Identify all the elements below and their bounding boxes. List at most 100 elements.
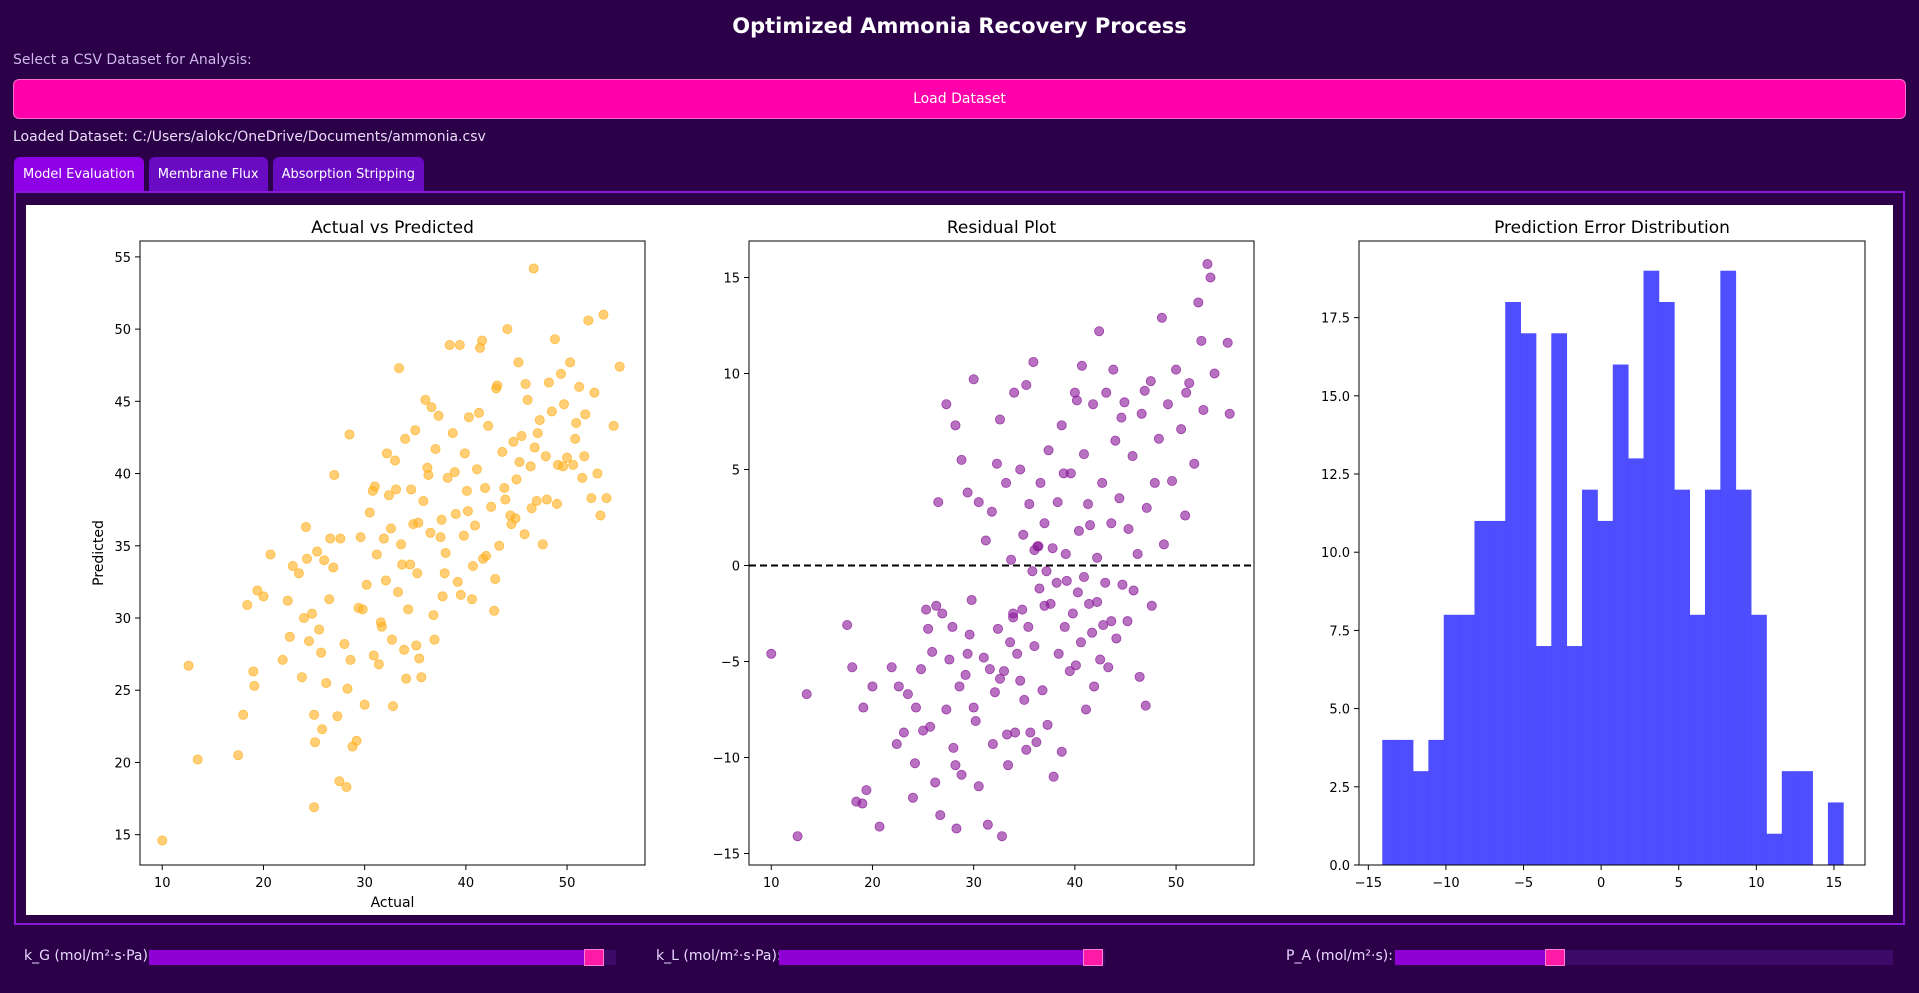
data-point: [1084, 598, 1095, 609]
data-point: [418, 495, 429, 506]
data-point: [1012, 648, 1023, 659]
data-point: [449, 467, 460, 478]
data-point: [1029, 545, 1040, 556]
x-tick-label: −10: [1432, 876, 1459, 891]
data-point: [1132, 548, 1143, 559]
data-point: [368, 650, 379, 661]
y-tick-label: 15: [114, 829, 131, 844]
data-point: [951, 823, 962, 834]
data-point: [361, 579, 372, 590]
kl-slider-thumb[interactable]: [1083, 949, 1103, 966]
data-point: [968, 702, 979, 713]
data-point: [1064, 666, 1075, 677]
chart-2: [744, 240, 1255, 870]
slider-label-kg: k_G (mol/m²·s·Pa):: [24, 948, 153, 964]
data-point: [472, 464, 483, 475]
histogram-bar: [1827, 802, 1844, 865]
data-point: [455, 589, 466, 600]
data-point: [1078, 571, 1089, 582]
x-tick-label: 50: [559, 876, 576, 891]
data-point: [583, 315, 594, 326]
histogram-bar: [1459, 614, 1475, 865]
kg-slider[interactable]: [149, 949, 616, 966]
tab-absorption-stripping[interactable]: Absorption Stripping: [272, 157, 425, 191]
app-title: Optimized Ammonia Recovery Process: [732, 14, 1187, 38]
data-point: [1017, 604, 1028, 615]
chart-title: Prediction Error Distribution: [1494, 218, 1730, 238]
data-point: [956, 454, 967, 465]
x-tick-label: 10: [763, 876, 780, 891]
data-point: [298, 612, 309, 623]
tab-model-evaluation[interactable]: Model Evaluation: [14, 157, 144, 191]
data-point: [469, 520, 480, 531]
data-point: [1128, 585, 1139, 596]
data-point: [513, 357, 524, 368]
slider-label-kl: k_L (mol/m²·s·Pa):: [656, 948, 782, 964]
data-point: [1021, 379, 1032, 390]
data-point: [1094, 326, 1105, 337]
data-point: [1171, 364, 1182, 375]
data-point: [571, 417, 582, 428]
data-point: [339, 638, 350, 649]
kl-slider[interactable]: [779, 949, 1105, 966]
tab-content-panel: 10 20 30 40 50 15 20 25 30 35 40 45 50 55 Actual vs Pr…: [14, 191, 1905, 925]
data-point: [1106, 616, 1117, 627]
pa-slider[interactable]: [1395, 949, 1893, 966]
data-point: [941, 399, 952, 410]
dataset-select-label: Select a CSV Dataset for Analysis:: [13, 52, 252, 68]
data-point: [1008, 608, 1019, 619]
data-point: [1087, 627, 1098, 638]
data-point: [444, 339, 455, 350]
pa-slider-thumb[interactable]: [1545, 949, 1565, 966]
data-point: [265, 549, 276, 560]
data-point: [589, 387, 600, 398]
histogram-bar: [1566, 646, 1583, 865]
data-point: [1076, 360, 1087, 371]
x-tick-label: 50: [1168, 876, 1185, 891]
x-tick-label: 40: [1067, 876, 1084, 891]
data-point: [371, 549, 382, 560]
data-point: [1205, 272, 1216, 283]
load-dataset-button[interactable]: Load Dataset: [13, 79, 1906, 119]
data-point: [401, 673, 412, 684]
histogram-bar: [1505, 301, 1521, 865]
data-point: [565, 357, 576, 368]
data-point: [1167, 475, 1178, 486]
data-point: [447, 428, 458, 439]
x-tick-label: 30: [965, 876, 982, 891]
tab-membrane-flux[interactable]: Membrane Flux: [148, 157, 268, 191]
data-point: [334, 776, 345, 787]
histogram-bar: [1413, 771, 1429, 865]
histogram-bar: [1520, 333, 1537, 865]
data-point: [1162, 399, 1173, 410]
data-point: [414, 653, 425, 664]
data-point: [580, 409, 591, 420]
data-point: [1100, 577, 1111, 588]
data-point: [364, 507, 375, 518]
data-point: [1180, 510, 1191, 521]
data-point: [950, 420, 961, 431]
data-point: [1061, 575, 1072, 586]
pa-slider-fill: [1395, 950, 1554, 965]
data-point: [1088, 399, 1099, 410]
data-point: [494, 540, 505, 551]
data-point: [242, 599, 253, 610]
data-point: [595, 510, 606, 521]
data-point: [1075, 637, 1086, 648]
data-point: [386, 634, 397, 645]
data-point: [1073, 525, 1084, 536]
data-point: [916, 664, 927, 675]
data-point: [1034, 583, 1045, 594]
data-point: [499, 482, 510, 493]
data-point: [546, 406, 557, 417]
data-point: [1097, 477, 1108, 488]
data-point: [1085, 520, 1096, 531]
chart-title: Residual Plot: [947, 218, 1057, 238]
data-point: [1056, 746, 1067, 757]
y-tick-label: 17.5: [1321, 312, 1350, 327]
kg-slider-thumb[interactable]: [584, 949, 604, 966]
data-point: [551, 498, 562, 509]
data-point: [930, 777, 941, 788]
data-point: [1092, 552, 1103, 563]
data-point: [556, 368, 567, 379]
